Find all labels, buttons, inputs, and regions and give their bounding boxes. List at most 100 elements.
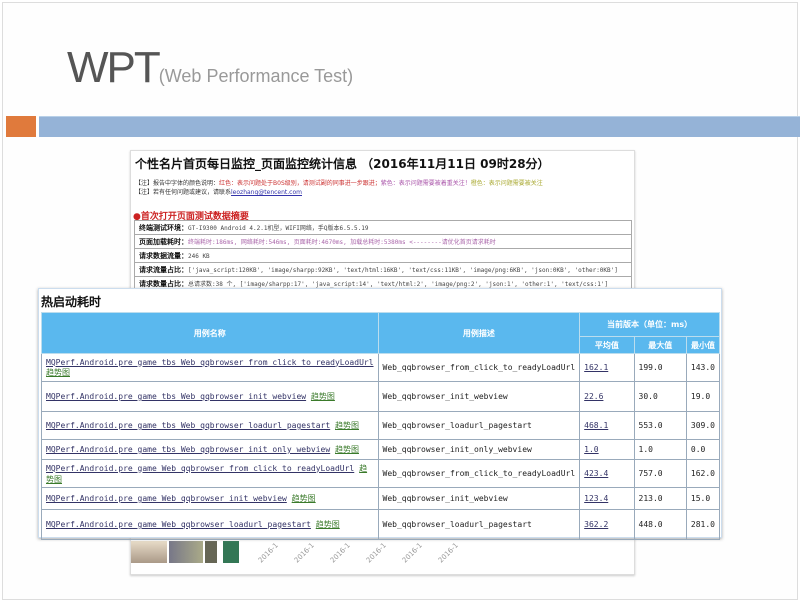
case-name-link[interactable]: MQPerf.Android.pre_game_tbs_Web_qqbrowse… bbox=[46, 357, 374, 367]
hot-start-heading: 热启动耗时 bbox=[41, 295, 102, 309]
date-axis-label: 2016-1 bbox=[292, 541, 316, 565]
summary-label: 请求流量占比： bbox=[139, 265, 188, 274]
summary-cell: 请求流量占比：['java_script:120KB', 'image/shar… bbox=[134, 262, 632, 277]
avg-link[interactable]: 123.4 bbox=[584, 494, 609, 503]
summary-value: ['java_script:120KB', 'image/sharpp:92KB… bbox=[188, 266, 618, 274]
max-cell: 30.0 bbox=[633, 381, 687, 412]
summary-value: 246 KB bbox=[188, 252, 210, 260]
min-cell: 281.0 bbox=[685, 509, 721, 540]
title-subtitle: (Web Performance Test) bbox=[158, 66, 354, 86]
avg-cell: 423.4 bbox=[579, 459, 635, 488]
case-name-link[interactable]: MQPerf.Android.pre_game_tbs_Web_qqbrowse… bbox=[46, 445, 331, 454]
summary-row: 请求数据流量：246 KB bbox=[134, 248, 632, 263]
min-cell: 19.0 bbox=[685, 381, 721, 412]
summary-label: 终端测试环境： bbox=[139, 223, 188, 232]
date-axis-label: 2016-1 bbox=[256, 541, 280, 565]
header-case-name: 用例名称 bbox=[41, 312, 379, 354]
trend-chart-link[interactable]: 趋势图 bbox=[291, 494, 316, 503]
avg-cell: 468.1 bbox=[579, 411, 635, 440]
case-name-link[interactable]: MQPerf.Android.pre_game_Web_qqbrowser_fr… bbox=[46, 463, 355, 473]
trend-chart-link[interactable]: 趋势图 bbox=[315, 520, 340, 529]
trend-chart-link[interactable]: 趋势图 bbox=[310, 392, 335, 401]
trend-chart-link[interactable]: 趋势图 bbox=[46, 367, 70, 377]
max-cell: 1.0 bbox=[633, 439, 687, 460]
avg-cell: 1.0 bbox=[579, 439, 635, 460]
max-cell: 757.0 bbox=[633, 459, 687, 488]
summary-row: 请求流量占比：['java_script:120KB', 'image/shar… bbox=[134, 262, 632, 277]
header-current-version: 当前版本（单位：ms） bbox=[579, 312, 720, 337]
case-name-cell: MQPerf.Android.pre_game_tbs_Web_qqbrowse… bbox=[41, 411, 379, 440]
min-cell: 309.0 bbox=[685, 411, 721, 440]
table-row: MQPerf.Android.pre_game_tbs_Web_qqbrowse… bbox=[41, 381, 721, 412]
report-title: 个性名片首页每日监控_页面监控统计信息 （2016年11月11日 09时28分） bbox=[135, 157, 550, 171]
case-desc-cell: Web_qqbrowser_init_webview bbox=[377, 487, 581, 510]
hot-start-screenshot: 热启动耗时 用例名称 用例描述 当前版本（单位：ms） 平均值 最大值 最小值 MQPe… bbox=[38, 288, 722, 540]
summary-cell: 页面加载耗时：终端耗时:186ms, 网络耗时:546ms, 页面耗时:4670… bbox=[134, 234, 632, 249]
avg-cell: 123.4 bbox=[579, 487, 635, 510]
summary-row: 页面加载耗时：终端耗时:186ms, 网络耗时:546ms, 页面耗时:4670… bbox=[134, 234, 632, 249]
thumbnail-image bbox=[205, 541, 217, 563]
min-cell: 15.0 bbox=[685, 487, 721, 510]
hot-start-table: 用例名称 用例描述 当前版本（单位：ms） 平均值 最大值 最小值 MQPerf.And… bbox=[41, 312, 721, 540]
table-row: MQPerf.Android.pre_game_Web_qqbrowser_lo… bbox=[41, 509, 721, 540]
avg-link[interactable]: 468.1 bbox=[584, 421, 609, 430]
case-desc-cell: Web_qqbrowser_loadurl_pagestart bbox=[377, 509, 581, 540]
avg-link[interactable]: 423.4 bbox=[584, 469, 609, 478]
avg-link[interactable]: 1.0 bbox=[584, 445, 599, 454]
summary-label: 请求数据流量： bbox=[139, 251, 188, 260]
summary-label: 请求数量占比： bbox=[139, 279, 188, 288]
case-desc-cell: Web_qqbrowser_from_click_to_readyLoadUrl bbox=[377, 353, 581, 382]
case-name-link[interactable]: MQPerf.Android.pre_game_Web_qqbrowser_lo… bbox=[46, 520, 311, 529]
summary-table: 终端测试环境：GT-I9300 Android 4.2.1机型，WIFI网络，手… bbox=[134, 220, 632, 291]
date-axis-label: 2016-1 bbox=[364, 541, 388, 565]
header-avg: 平均值 bbox=[579, 336, 635, 354]
case-name-link[interactable]: MQPerf.Android.pre_game_Web_qqbrowser_in… bbox=[46, 494, 287, 503]
summary-value: 终端耗时:186ms, 网络耗时:546ms, 页面耗时:4670ms, 加载总… bbox=[188, 238, 496, 246]
avg-link[interactable]: 22.6 bbox=[584, 392, 604, 401]
thumbnail-image bbox=[169, 541, 203, 563]
case-name-cell: MQPerf.Android.pre_game_Web_qqbrowser_in… bbox=[41, 487, 379, 510]
date-axis-label: 2016-1 bbox=[328, 541, 352, 565]
accent-bar bbox=[39, 116, 800, 137]
summary-label: 页面加载耗时： bbox=[139, 237, 188, 246]
date-axis-label: 2016-1 bbox=[436, 541, 460, 565]
color-note: 【注】报告中字体的颜色说明：红色：表示问题处于B0S级别，请测试副的同事进一步跟… bbox=[135, 180, 543, 187]
avg-cell: 22.6 bbox=[579, 381, 635, 412]
accent-block bbox=[6, 116, 36, 137]
table-row: MQPerf.Android.pre_game_tbs_Web_qqbrowse… bbox=[41, 411, 721, 440]
min-cell: 143.0 bbox=[685, 353, 721, 382]
avg-link[interactable]: 362.2 bbox=[584, 520, 609, 529]
case-name-link[interactable]: MQPerf.Android.pre_game_tbs_Web_qqbrowse… bbox=[46, 392, 307, 401]
max-cell: 213.0 bbox=[633, 487, 687, 510]
header-case-desc: 用例描述 bbox=[377, 312, 581, 354]
avg-cell: 362.2 bbox=[579, 509, 635, 540]
summary-cell: 请求数据流量：246 KB bbox=[134, 248, 632, 263]
case-desc-cell: Web_qqbrowser_from_click_to_readyLoadUrl bbox=[377, 459, 581, 488]
header-max: 最大值 bbox=[633, 336, 687, 354]
min-cell: 162.0 bbox=[685, 459, 721, 488]
summary-value: GT-I9300 Android 4.2.1机型，WIFI网络，手Q版本6.5.… bbox=[188, 224, 369, 232]
contact-email-link[interactable]: leozhang@tencent.com bbox=[231, 189, 302, 196]
max-cell: 199.0 bbox=[633, 353, 687, 382]
case-name-link[interactable]: MQPerf.Android.pre_game_tbs_Web_qqbrowse… bbox=[46, 421, 331, 430]
trend-chart-link[interactable]: 趋势图 bbox=[335, 445, 359, 454]
trend-chart-link[interactable]: 趋势图 bbox=[46, 463, 368, 484]
thumbnail-image bbox=[223, 541, 239, 563]
case-desc-cell: Web_qqbrowser_loadurl_pagestart bbox=[377, 411, 581, 440]
contact-note: 【注】若有任何问题或建议，请联系leozhang@tencent.com bbox=[135, 189, 302, 196]
summary-row: 终端测试环境：GT-I9300 Android 4.2.1机型，WIFI网络，手… bbox=[134, 220, 632, 235]
case-name-cell: MQPerf.Android.pre_game_Web_qqbrowser_lo… bbox=[41, 509, 379, 540]
summary-value: 总请求数:38 个, ['image/sharpp:17', 'java_scr… bbox=[188, 280, 609, 288]
section-heading: ●首次打开页面测试数据摘要 bbox=[133, 212, 249, 222]
case-name-cell: MQPerf.Android.pre_game_tbs_Web_qqbrowse… bbox=[41, 381, 379, 412]
avg-cell: 162.1 bbox=[579, 353, 635, 382]
header-min: 最小值 bbox=[685, 336, 721, 354]
thumbnail-image bbox=[131, 541, 167, 563]
trend-chart-link[interactable]: 趋势图 bbox=[335, 421, 359, 430]
case-name-cell: MQPerf.Android.pre_game_Web_qqbrowser_fr… bbox=[41, 459, 379, 488]
title-main: WPT bbox=[67, 43, 161, 92]
case-desc-cell: Web_qqbrowser_init_webview bbox=[377, 381, 581, 412]
table-row: MQPerf.Android.pre_game_tbs_Web_qqbrowse… bbox=[41, 353, 721, 382]
avg-link[interactable]: 162.1 bbox=[584, 363, 609, 372]
table-row: MQPerf.Android.pre_game_Web_qqbrowser_in… bbox=[41, 487, 721, 510]
